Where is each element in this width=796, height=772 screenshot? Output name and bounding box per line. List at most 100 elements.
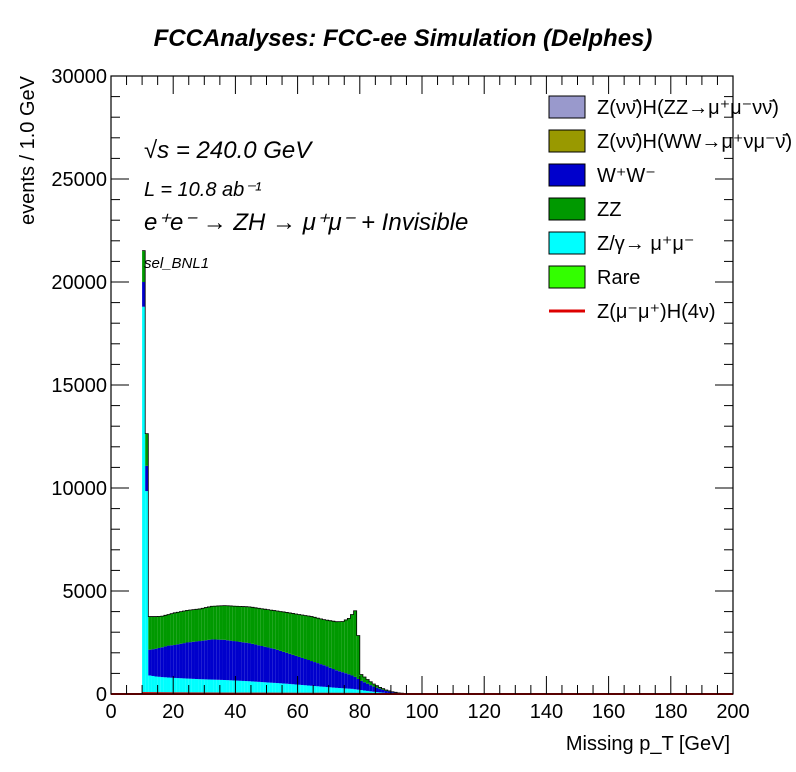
legend-swatch — [548, 265, 586, 289]
bar-1 — [297, 656, 301, 685]
bar-0 — [201, 679, 205, 694]
bar-0 — [257, 681, 261, 694]
bar-1 — [306, 660, 311, 686]
bar-1 — [198, 641, 202, 680]
bar-2 — [241, 606, 245, 643]
bar-0 — [222, 679, 227, 694]
bar-1 — [269, 648, 273, 683]
bar-1 — [166, 645, 171, 678]
bar-1 — [191, 641, 195, 679]
bar-1 — [257, 645, 261, 682]
y-tick-label: 0 — [96, 684, 107, 706]
bar-2 — [334, 621, 339, 671]
bar-2 — [362, 677, 367, 683]
bar-2 — [347, 618, 351, 675]
bar-1 — [173, 644, 177, 678]
legend-label: W⁺W⁻ — [597, 165, 656, 187]
y-tick-label: 5000 — [63, 581, 108, 603]
bar-2 — [325, 620, 329, 667]
bar-2 — [378, 687, 382, 689]
bar-1 — [303, 658, 307, 686]
bar-2 — [263, 609, 267, 647]
bar-1 — [232, 641, 236, 681]
bar-1 — [201, 640, 205, 680]
bar-1 — [353, 676, 357, 690]
bar-1 — [285, 652, 289, 684]
bar-2 — [266, 609, 270, 648]
bar-2 — [344, 620, 348, 674]
bar-1 — [219, 639, 223, 680]
bar-1 — [241, 642, 245, 681]
bar-1 — [216, 639, 220, 680]
stack-outline — [142, 250, 422, 695]
bar-1 — [291, 654, 295, 685]
bar-2 — [285, 612, 289, 653]
bar-0 — [291, 684, 295, 694]
bar-2 — [316, 618, 320, 664]
x-tick-label: 120 — [468, 701, 501, 723]
bar-0 — [170, 677, 174, 694]
bar-0 — [278, 683, 283, 694]
bar-2 — [356, 635, 360, 679]
bar-0 — [173, 677, 177, 694]
bar-2 — [328, 620, 332, 668]
bar-2 — [229, 606, 233, 641]
bar-2 — [219, 605, 223, 640]
legend: Z(νν̄)H(ZZ→μ⁺μ⁻νν̄) Z(νν̄)H(WW→μ⁺νμ⁻ν̄) W⁺… — [548, 95, 792, 323]
bar-0 — [198, 679, 202, 694]
bar-0 — [250, 681, 255, 694]
bar-0 — [303, 685, 307, 694]
bar-2 — [250, 607, 255, 644]
bar-0 — [362, 690, 367, 694]
bar-1 — [142, 282, 146, 307]
x-tick-label: 60 — [286, 701, 308, 723]
y-tick-label: 20000 — [51, 272, 107, 294]
bar-0 — [306, 685, 311, 694]
bar-2 — [353, 610, 357, 677]
bar-0 — [232, 680, 236, 694]
bar-1 — [328, 667, 332, 688]
bar-2 — [157, 616, 161, 648]
bar-1 — [362, 682, 367, 691]
bar-2 — [173, 613, 177, 645]
bar-1 — [378, 688, 382, 693]
legend-swatch — [548, 163, 586, 187]
stacked-bars — [142, 250, 422, 695]
bar-1 — [254, 644, 258, 682]
bar-1 — [347, 674, 351, 689]
legend-swatch — [548, 197, 586, 221]
bar-1 — [250, 643, 255, 682]
bar-1 — [160, 647, 164, 678]
bar-1 — [300, 657, 304, 685]
selection-annotation: sel_BNL1 — [144, 255, 209, 272]
bar-2 — [366, 679, 370, 684]
bar-0 — [297, 684, 301, 694]
bar-2 — [260, 608, 264, 647]
bar-1 — [282, 651, 286, 684]
bar-0 — [372, 691, 376, 694]
bar-0 — [369, 691, 373, 694]
bar-0 — [210, 679, 214, 694]
bar-1 — [151, 649, 155, 676]
bar-0 — [160, 677, 164, 694]
bar-0 — [356, 689, 360, 694]
bar-1 — [157, 647, 161, 677]
bar-0 — [282, 683, 286, 694]
bar-1 — [244, 642, 248, 682]
bar-2 — [306, 616, 311, 661]
x-tick-label: 140 — [530, 701, 563, 723]
bar-2 — [244, 606, 248, 643]
x-axis-label: Missing p_T [GeV] — [566, 733, 730, 755]
bar-1 — [350, 675, 354, 689]
bar-0 — [331, 687, 335, 694]
bar-0 — [341, 688, 345, 694]
bar-1 — [154, 648, 158, 677]
axis-ticks — [110, 75, 734, 695]
y-tick-label: 10000 — [51, 478, 107, 500]
bar-1 — [145, 465, 149, 492]
bar-1 — [210, 639, 214, 680]
bar-2 — [163, 615, 167, 647]
bar-0 — [263, 682, 267, 694]
bar-2 — [288, 613, 292, 654]
